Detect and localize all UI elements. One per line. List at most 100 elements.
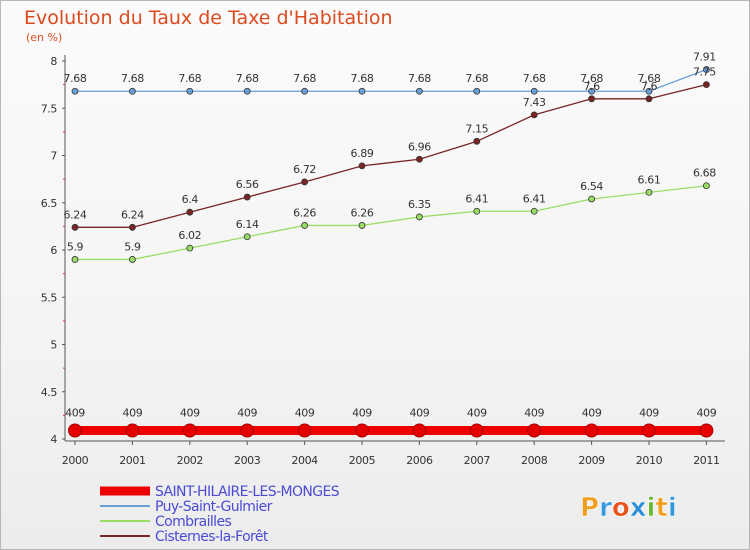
data-label: 7.75 [693,66,716,79]
series-line [75,68,707,92]
legend-label: SAINT-HILAIRE-LES-MONGES [155,484,340,500]
data-label: 7.43 [523,96,546,109]
y-tick-label: 8 [50,55,57,68]
data-label: 409 [352,406,372,419]
data-point [301,87,309,95]
data-point [358,87,366,95]
data-point [588,195,595,203]
data-label: 6.61 [638,173,661,186]
data-point [301,178,309,186]
data-point [584,423,599,438]
data-point [71,256,79,263]
data-label: 7.68 [293,72,316,85]
data-point [358,162,366,170]
data-point [642,423,656,438]
x-tick-label: 2008 [521,454,548,467]
data-label: 6.72 [293,163,316,176]
chart-title: Evolution du Taux de Taxe d'Habitation [24,7,393,29]
data-label: 7.68 [351,72,374,85]
data-point [128,256,136,263]
axes: 4 4.5 5 5.5 6 6.5 7 7.5 8 2000 2001 2002 2003 2004 200… [41,55,725,467]
data-label: 409 [639,406,659,419]
data-point [415,213,423,221]
y-tick-label: 4.5 [41,386,58,399]
data-label: 6.14 [236,218,259,231]
series-0: 409 409 409 409 409 409 409 409 409 409 409 409 [65,406,717,438]
series-line [75,185,707,261]
data-point [530,111,538,119]
data-label: 409 [123,406,143,419]
y-tick-label: 6 [50,244,57,257]
legend-label: Puy-Saint-Gulmier [155,499,273,515]
x-tick-label: 2005 [349,454,376,467]
data-point [301,222,309,229]
data-point [699,423,714,438]
data-label: 6.41 [523,192,546,205]
data-label: 409 [582,406,602,419]
logo-text: Proxiti [580,493,677,523]
x-tick-label: 2004 [291,454,318,467]
y-tick-label: 6.5 [41,197,58,210]
data-label: 7.91 [693,51,716,64]
x-tick-label: 2001 [119,454,145,467]
series-2: 5.9 5.9 6.02 6.14 6.26 6.26 6.35 6.41 6.41 6.54 6.… [67,167,717,263]
series-1: 7.68 7.68 7.68 7.68 7.68 7.68 7.68 7.68 7.68 7.68… [64,51,716,95]
data-label: 409 [65,406,85,419]
x-tick-label: 2003 [234,454,261,467]
series-3: 6.24 6.246.46.566.726.896.967.157.437.6 7.… [64,66,717,231]
data-point [473,87,481,95]
data-label: 7.68 [121,72,144,85]
data-point [469,423,484,438]
x-tick-label: 2011 [693,454,719,467]
data-label: 7.15 [465,122,488,135]
data-label: 6.96 [408,140,431,153]
data-label: 409 [237,406,257,419]
data-point [473,207,481,215]
data-label: 6.68 [693,167,716,180]
series-layer: 7.68 7.68 7.68 7.68 7.68 7.68 7.68 7.68 7.68 7.68… [64,51,717,438]
data-label: 6.24 [64,208,87,221]
data-point [530,87,538,95]
data-label: 6.35 [408,198,431,211]
data-point [530,207,538,215]
data-label: 5.9 [124,240,141,253]
data-label: 409 [410,406,430,419]
data-label: 6.54 [580,180,603,193]
y-tick-label: 5 [50,339,57,352]
y-tick-label: 4 [50,433,57,446]
data-point [703,66,710,73]
legend-label: Combrailles [155,514,231,530]
data-label: 7.68 [523,72,546,85]
data-point [415,155,423,163]
data-label: 409 [180,406,200,419]
y-tick-label: 7.5 [41,102,58,115]
proxiti-logo: Proxiti [580,493,677,524]
data-label: 7.68 [408,72,431,85]
data-point [703,182,710,190]
series-line [75,83,707,228]
data-point [68,423,82,438]
data-label: 6.26 [351,206,374,219]
data-point [186,244,194,252]
data-label: 6.26 [293,206,316,219]
x-tick-label: 2010 [636,454,663,467]
data-point [527,423,542,438]
data-label: 409 [467,406,487,419]
data-label: 7.68 [580,72,603,85]
data-label: 7.6 [641,80,658,93]
x-tick-label: 2002 [177,454,203,467]
data-point [243,233,251,241]
data-label: 7.68 [236,72,259,85]
data-label: 6.24 [121,208,144,221]
data-label: 7.68 [638,72,661,85]
data-point [412,423,427,438]
data-point [588,95,595,103]
data-point [645,87,653,95]
x-tick-label: 2007 [464,454,491,467]
data-point [355,423,369,438]
data-point [703,81,710,89]
data-point [186,87,194,95]
data-label: 6.41 [465,192,488,205]
data-point [71,87,79,95]
